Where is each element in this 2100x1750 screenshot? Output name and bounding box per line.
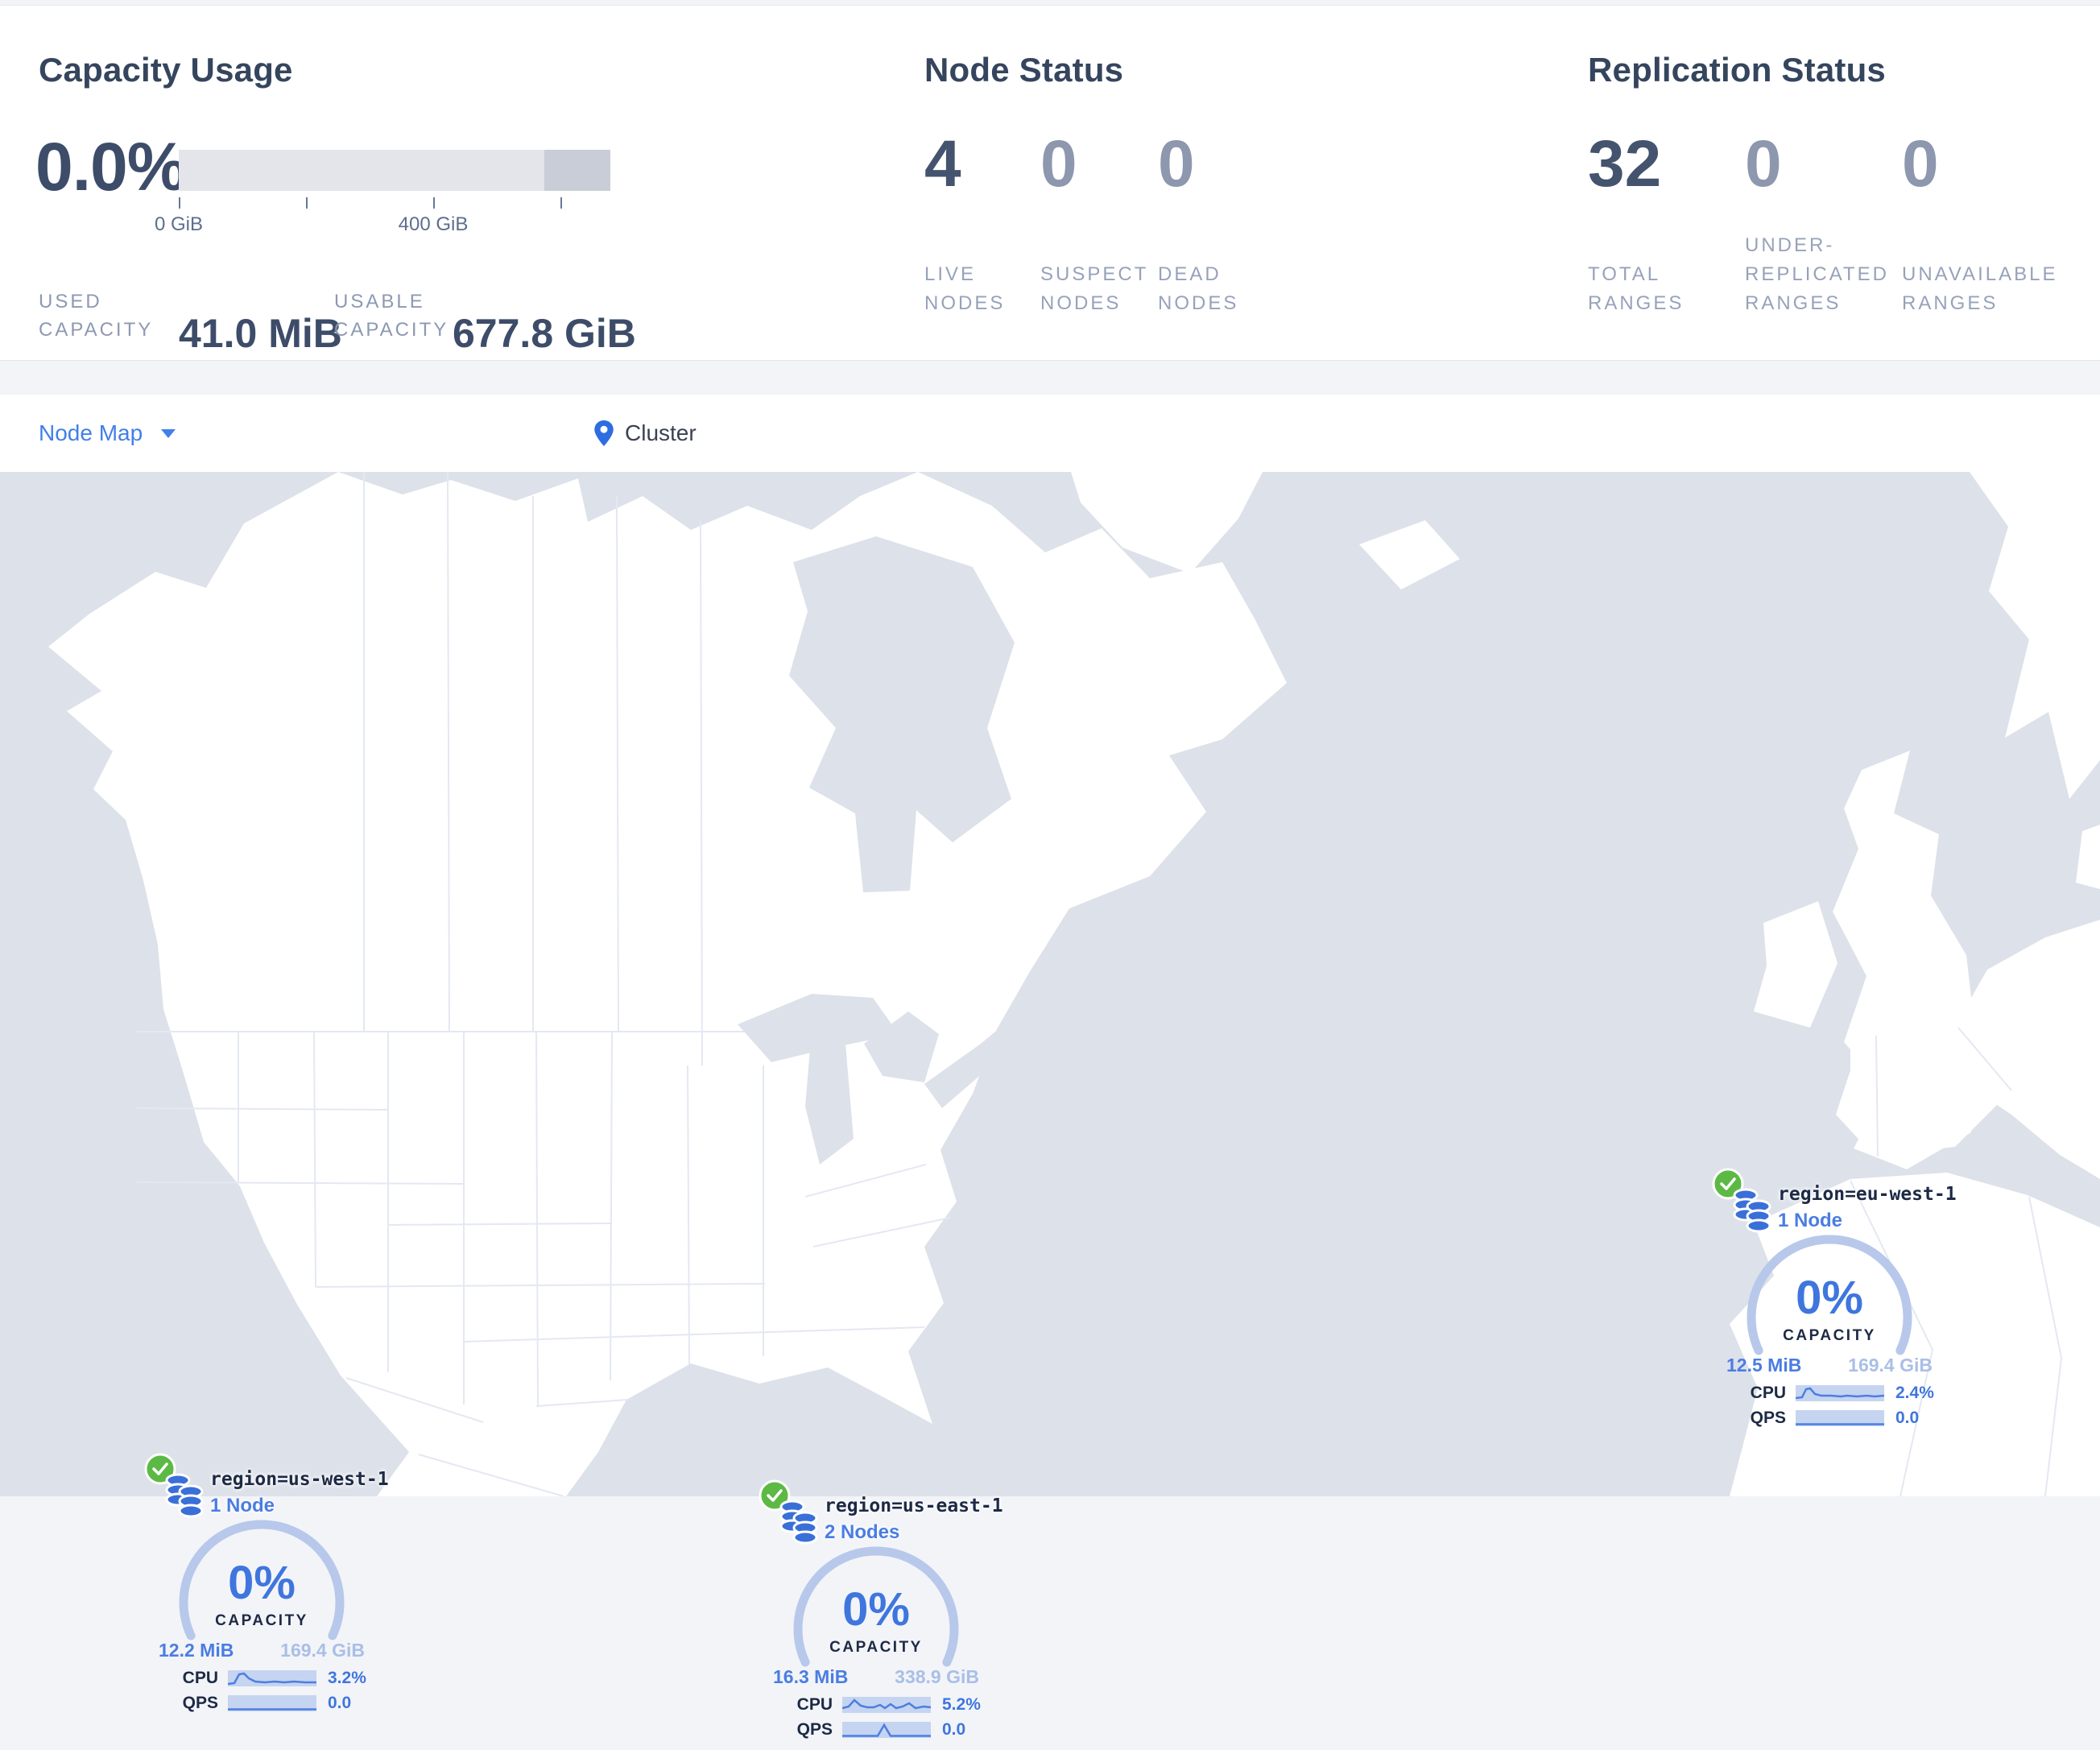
dead-nodes-count: 0 [1158,127,1195,201]
region-name: region=us-west-1 [210,1469,389,1490]
triangle-down-icon [161,429,176,438]
qps-value: 0.0 [328,1694,352,1712]
database-icon [1733,1188,1771,1233]
capacity-percent: 0.0% [35,129,187,205]
unavailable-ranges-label: UNAVAILABLE RANGES [1902,263,2058,314]
region-qps-row: QPS 0.0 [141,1694,415,1713]
capacity-gauge-arc [1747,1235,1912,1355]
qps-label: QPS [182,1694,218,1712]
suspect-nodes-label: SUSPECT NODES [1040,263,1148,314]
breadcrumb[interactable]: Cluster [594,395,697,472]
healthy-check-icon [144,1453,176,1485]
cpu-value: 2.4% [1895,1384,1934,1402]
axis-tick [560,197,562,209]
region-capacity-percent: 0% [228,1557,296,1609]
axis-tick [179,197,180,209]
database-icon [779,1500,818,1545]
map-toolbar: Node Map Cluster 10m Past 10 Minutes N [0,395,2100,860]
live-nodes-label: LIVE NODES [924,263,1006,314]
qps-sparkline [228,1695,316,1711]
view-selector-label: Node Map [39,420,143,445]
capacity-usage-title: Capacity Usage [39,51,293,89]
cpu-sparkline [1796,1385,1884,1401]
breadcrumb-label: Cluster [625,420,697,445]
region-capacity-label: CAPACITY [215,1612,308,1629]
region-qps-row: QPS 0.0 [755,1720,1029,1740]
region-capacity-percent: 0% [842,1583,910,1636]
region-node-count[interactable]: 1 Node [1778,1210,1843,1231]
region-capacity-label: CAPACITY [829,1639,923,1656]
total-ranges-count: 32 [1588,127,1662,201]
region-capacity-percent: 0% [1796,1272,1863,1324]
replication-status-title: Replication Status [1588,51,1886,89]
live-nodes-count: 4 [924,127,961,201]
region-used-capacity: 12.5 MiB [1726,1355,1802,1376]
capacity-bar [179,150,610,191]
database-icon [165,1473,204,1518]
axis-tick [433,197,435,209]
region-used-capacity: 16.3 MiB [773,1666,849,1687]
region-marker-us-west-1[interactable]: region=us-west-1 1 Node 0% CAPACITY 12.2… [141,1450,415,1723]
region-total-capacity: 338.9 GiB [895,1666,979,1687]
region-marker-us-east-1[interactable]: region=us-east-1 2 Nodes 0% CAPACITY 16.… [755,1476,1029,1750]
qps-label: QPS [1750,1409,1786,1427]
qps-sparkline [842,1722,931,1738]
axis-tick-label: 400 GiB [398,213,469,235]
region-name: region=eu-west-1 [1778,1184,1957,1205]
node-status-title: Node Status [924,51,1124,89]
region-capacity-label: CAPACITY [1783,1327,1876,1344]
region-qps-row: QPS 0.0 [1709,1409,1982,1428]
region-cpu-row: CPU 2.4% [1709,1384,1982,1403]
cpu-label: CPU [1750,1384,1786,1402]
suspect-nodes-count: 0 [1040,127,1077,201]
qps-sparkline [1796,1410,1884,1426]
cpu-label: CPU [796,1695,833,1714]
map-pin-icon [594,420,614,446]
usable-capacity-label: USABLE CAPACITY [334,291,449,341]
cpu-value: 5.2% [942,1695,981,1714]
qps-value: 0.0 [942,1720,966,1739]
region-cpu-row: CPU 5.2% [755,1695,1029,1715]
region-total-capacity: 169.4 GiB [280,1640,365,1661]
cpu-sparkline [228,1670,316,1686]
region-used-capacity: 12.2 MiB [159,1640,234,1661]
cpu-label: CPU [182,1669,218,1687]
used-capacity-label: USED CAPACITY [39,291,154,341]
dead-nodes-label: DEAD NODES [1158,263,1239,314]
unavailable-ranges-count: 0 [1902,127,1939,201]
node-map[interactable]: region=us-west-1 1 Node 0% CAPACITY 12.2… [0,472,2100,1739]
usable-capacity-value: 677.8 GiB [453,311,636,356]
region-total-capacity: 169.4 GiB [1848,1355,1933,1376]
qps-value: 0.0 [1895,1409,1920,1427]
region-name: region=us-east-1 [825,1496,1003,1516]
view-selector-dropdown[interactable]: Node Map [39,395,176,472]
healthy-check-icon [1712,1168,1744,1200]
qps-label: QPS [796,1720,833,1739]
cpu-value: 3.2% [328,1669,366,1687]
under-replicated-ranges-count: 0 [1745,127,1782,201]
region-marker-eu-west-1[interactable]: region=eu-west-1 1 Node 0% CAPACITY 12.5… [1709,1165,1982,1438]
cpu-sparkline [842,1697,931,1713]
axis-tick-label: 0 GiB [154,213,204,235]
used-capacity-value: 41.0 MiB [179,311,342,356]
under-replicated-ranges-label: UNDER-REPLICATED RANGES [1745,234,1889,314]
cluster-summary-bar: Capacity Usage 0.0% 0 GiB 400 GiB USED C… [0,5,2100,361]
region-cpu-row: CPU 3.2% [141,1669,415,1688]
total-ranges-label: TOTAL RANGES [1588,263,1685,314]
capacity-bar-reserved-segment [544,150,610,191]
axis-tick [306,197,308,209]
